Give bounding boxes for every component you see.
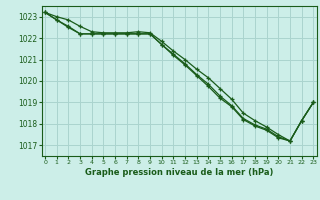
X-axis label: Graphe pression niveau de la mer (hPa): Graphe pression niveau de la mer (hPa) <box>85 168 273 177</box>
